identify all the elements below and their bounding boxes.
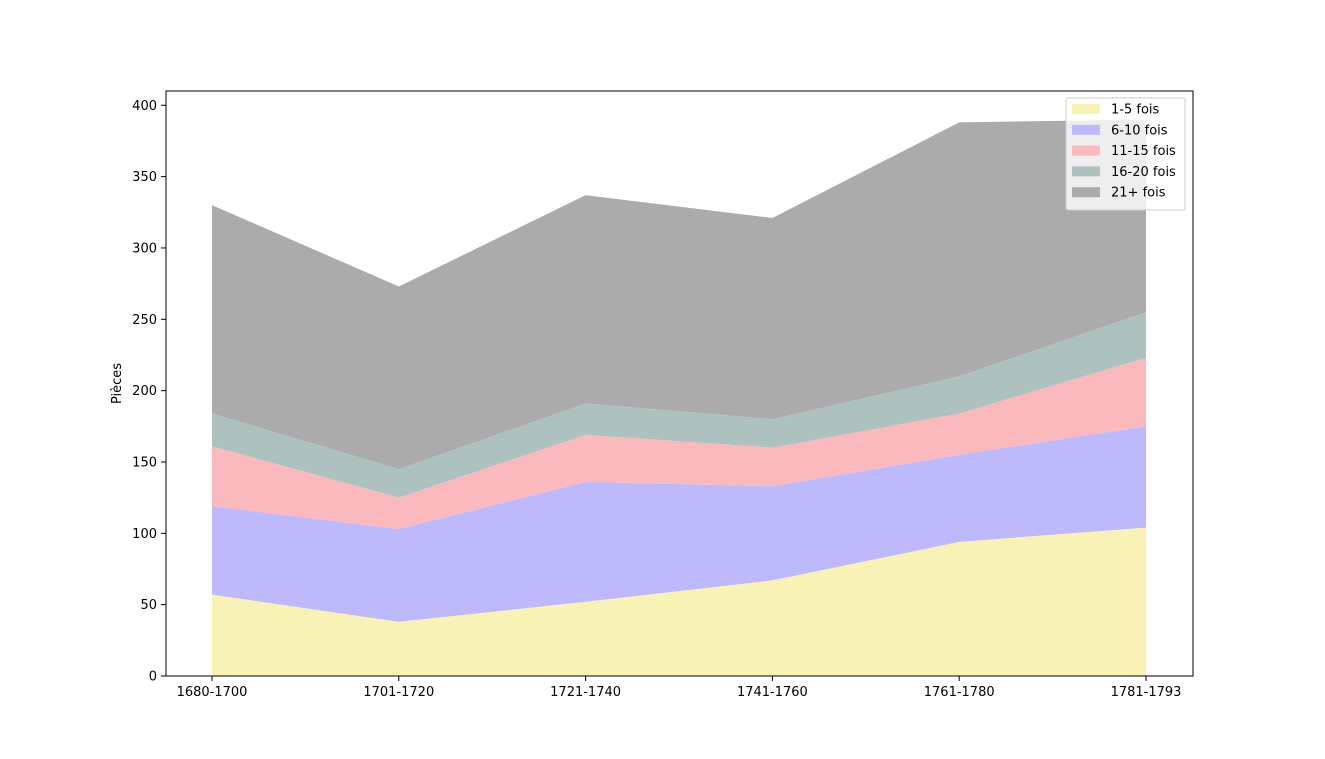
- legend: 1-5 fois 6-10 fois 11-15 fois 16-20 fois 21+…: [1065, 97, 1186, 211]
- y-tick-label: 400: [132, 99, 157, 114]
- legend-entry-label: 11-15 fois: [1111, 144, 1176, 159]
- legend-entry-label: 1-5 fois: [1111, 103, 1160, 118]
- y-tick-label: 150: [132, 455, 157, 470]
- y-tick-label: 50: [140, 598, 157, 613]
- y-tick-label: 0: [149, 670, 157, 685]
- area-series-2: [212, 357, 1146, 530]
- legend-swatch: [1072, 124, 1100, 135]
- y-axis-label: Pièces: [110, 363, 125, 404]
- legend-entry-label: 16-20 fois: [1111, 165, 1176, 180]
- legend-swatch: [1072, 187, 1100, 198]
- area-series-group: [212, 119, 1146, 676]
- x-tick-label: 1761-1780: [924, 685, 995, 700]
- x-tick-label: 1741-1760: [737, 685, 808, 700]
- y-axis: 0 50 100 150 200 250 300 350 400: [132, 99, 166, 685]
- legend-entry-label: 6-10 fois: [1111, 123, 1168, 138]
- y-tick-label: 300: [132, 241, 157, 256]
- legend-entry-label: 21+ fois: [1111, 186, 1166, 201]
- legend-swatch: [1072, 104, 1100, 114]
- area-series-4: [212, 119, 1146, 470]
- area-series-3: [212, 312, 1146, 498]
- x-tick-label: 1721-1740: [550, 685, 621, 700]
- legend-swatch: [1072, 145, 1100, 156]
- legend-swatch: [1072, 166, 1100, 177]
- y-tick-label: 200: [132, 384, 157, 399]
- x-tick-label: 1680-1700: [177, 685, 248, 700]
- y-tick-label: 350: [132, 170, 157, 185]
- y-tick-label: 100: [132, 527, 157, 542]
- plot-frame: [165, 90, 1194, 677]
- x-tick-label: 1781-1793: [1111, 685, 1182, 700]
- x-tick-label: 1701-1720: [363, 685, 434, 700]
- x-axis: 1680-1700 1701-1720 1721-1740 1741-1760 1761…: [177, 676, 1182, 700]
- area-series-0: [212, 527, 1146, 676]
- area-series-1: [212, 426, 1146, 622]
- y-tick-label: 250: [132, 313, 157, 328]
